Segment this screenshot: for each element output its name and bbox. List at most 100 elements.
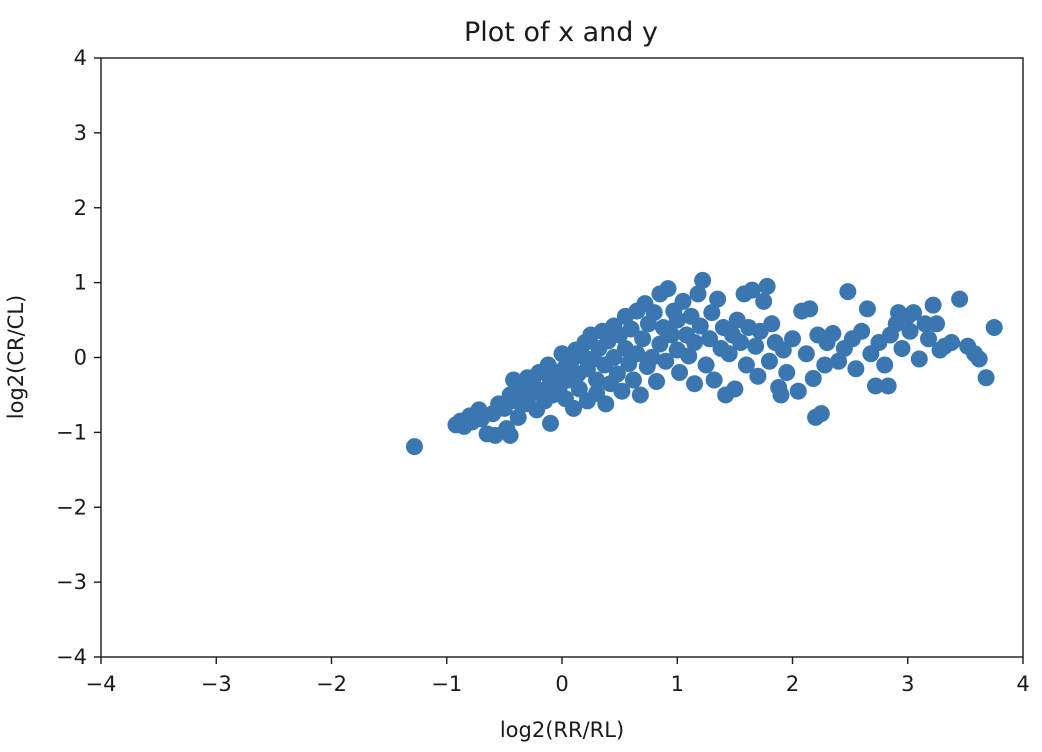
scatter-point: [697, 356, 715, 374]
y-tick-label: −2: [56, 495, 87, 519]
scatter-point: [749, 367, 767, 385]
scatter-point: [605, 349, 623, 366]
scatter-point: [924, 296, 942, 314]
scatter-point: [784, 330, 801, 348]
scatter-point: [804, 369, 822, 387]
scatter-point: [686, 334, 704, 352]
scatter-point: [720, 345, 738, 363]
scatter-point: [847, 360, 865, 378]
scatter-point: [876, 356, 894, 374]
x-tick-label: −1: [431, 672, 462, 696]
x-tick-label: 4: [1016, 672, 1029, 696]
scatter-point: [659, 280, 677, 298]
scatter-point: [608, 365, 626, 383]
x-tick-label: −2: [316, 672, 347, 696]
scatter-point: [671, 363, 689, 381]
scatter-point: [732, 334, 750, 352]
scatter-point: [705, 371, 723, 389]
scatter-point: [622, 320, 640, 338]
x-axis-label: log2(RR/RL): [500, 718, 624, 742]
scatter-point: [674, 292, 692, 310]
scatter-point: [668, 311, 686, 329]
y-tick-label: −3: [56, 570, 87, 594]
scatter-point: [405, 438, 423, 456]
scatter-point: [651, 335, 669, 353]
scatter-point: [970, 350, 988, 368]
x-tick-label: −4: [86, 672, 117, 696]
y-tick-label: 2: [74, 196, 87, 220]
scatter-point: [726, 380, 744, 398]
scatter-point: [701, 330, 719, 348]
scatter-point: [928, 315, 946, 333]
scatter-point: [951, 290, 969, 308]
scatter-point: [830, 352, 848, 370]
y-tick-label: 4: [74, 46, 87, 70]
scatter-point: [774, 341, 792, 359]
x-tick-label: 2: [786, 672, 799, 696]
scatter-point: [789, 382, 807, 400]
scatter-point: [597, 395, 615, 413]
scatter-point: [643, 349, 661, 366]
x-tick-label: 3: [901, 672, 914, 696]
scatter-point: [839, 283, 857, 301]
y-tick-label: −1: [56, 420, 87, 444]
y-tick-label: 1: [74, 271, 87, 295]
scatter-point: [657, 352, 675, 370]
scatter-point: [866, 377, 884, 395]
scatter-point: [634, 330, 652, 348]
scatter-point: [879, 377, 897, 395]
scatter-point: [772, 386, 790, 404]
scatter-point: [628, 345, 646, 363]
scatter-point: [858, 300, 876, 318]
scatter-point: [709, 290, 727, 308]
scatter-point: [824, 325, 842, 343]
scatter-point: [662, 326, 680, 344]
scatter-point: [901, 322, 919, 340]
y-tick-label: 3: [74, 121, 87, 145]
scatter-point: [760, 352, 778, 370]
scatter-point: [648, 372, 666, 390]
scatter-point: [613, 382, 631, 400]
scatter-point: [645, 304, 663, 322]
scatter-point: [755, 292, 773, 310]
scatter-point: [919, 330, 937, 348]
scatter-point: [797, 345, 815, 363]
scatter-point: [588, 371, 606, 389]
scatter-point: [910, 350, 928, 368]
scatter-point: [747, 337, 765, 355]
scatter-point: [743, 281, 761, 299]
scatter-point: [977, 369, 995, 387]
y-tick-label: −4: [56, 645, 87, 669]
y-axis-label: log2(CR/CL): [4, 295, 28, 419]
scatter-point: [565, 399, 583, 417]
y-tick-label: 0: [74, 346, 87, 370]
scatter-point: [501, 426, 519, 444]
scatter-point: [816, 356, 834, 374]
scatter-point: [570, 380, 588, 398]
scatter-point: [763, 315, 781, 333]
scatter-point: [686, 375, 704, 393]
scatter-point: [509, 408, 527, 426]
chart-title: Plot of x and y: [464, 17, 658, 48]
scatter-point: [541, 414, 559, 432]
scatter-point: [905, 304, 923, 322]
scatter-point: [853, 322, 871, 340]
scatter-point: [737, 356, 755, 374]
scatter-point: [624, 371, 642, 389]
plot-frame: [100, 57, 1024, 658]
point-layer: [405, 271, 1003, 456]
scatter-point: [893, 340, 911, 358]
scatter-point: [691, 317, 709, 335]
x-tick-label: 1: [671, 672, 684, 696]
scatter-point: [694, 271, 712, 289]
scatter-point: [812, 405, 830, 423]
scatter-point: [778, 363, 796, 381]
scatter-point: [985, 319, 1003, 337]
x-tick-label: 0: [555, 672, 568, 696]
scatter-point: [801, 300, 819, 318]
scatter-point: [680, 347, 698, 365]
scatter-point: [703, 304, 721, 322]
scatter-point: [758, 277, 776, 295]
